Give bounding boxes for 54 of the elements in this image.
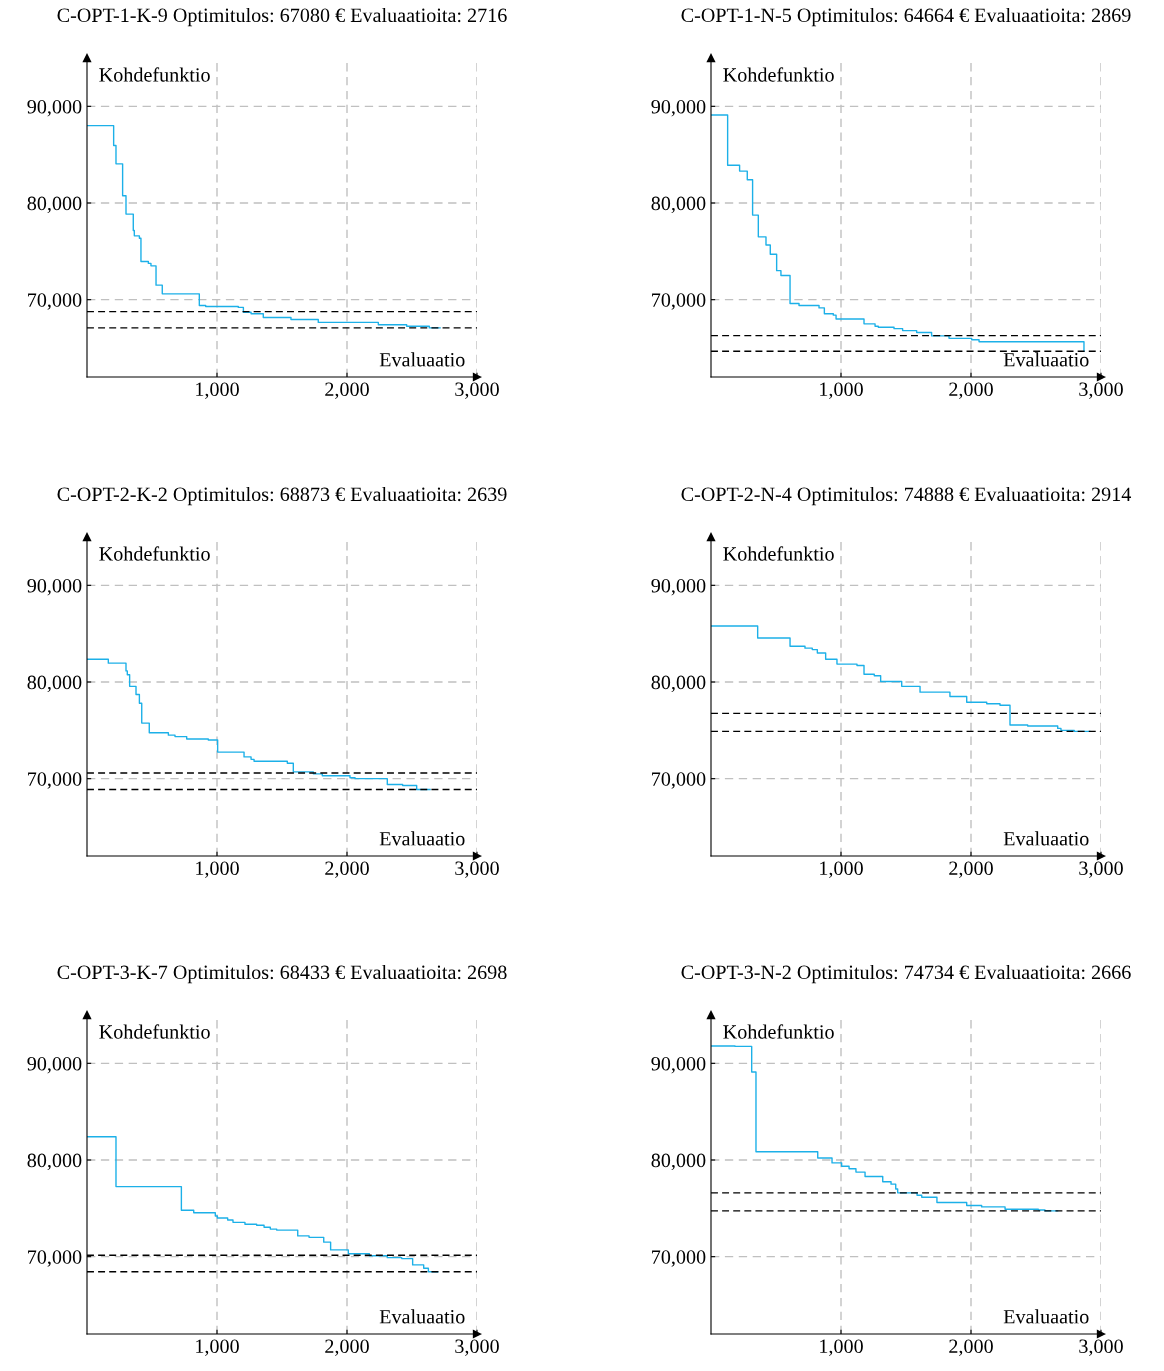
y-axis-title: Kohdefunktio: [99, 1024, 210, 1039]
x-tick-label: 1,000: [820, 1339, 863, 1356]
y-tick-label: 90,000: [651, 578, 706, 596]
x-tick-label: 2,000: [325, 1339, 369, 1356]
x-tick-label: 2,000: [949, 1339, 993, 1356]
x-tick-label: 2,000: [949, 861, 993, 878]
y-tick-label: 80,000: [27, 196, 82, 214]
y-tick-label: 80,000: [651, 1153, 706, 1171]
y-tick-label: 90,000: [27, 578, 82, 596]
x-tick-label: 2,000: [325, 382, 369, 399]
x-tick-label: 1,000: [196, 382, 239, 399]
chart-title: C-OPT-1-N-5 Optimitulos: 64664 € Evaluaatioita: 2869: [681, 7, 1131, 27]
y-tick-label: 90,000: [651, 99, 706, 117]
x-axis-title: Evaluaatio: [379, 352, 465, 367]
y-tick-label: 70,000: [28, 1250, 82, 1267]
x-axis-title: Evaluaatio: [1003, 831, 1089, 846]
x-axis-title: Evaluaatio: [1003, 1309, 1089, 1324]
x-tick-label: 2,000: [949, 382, 993, 399]
x-tick-label: 3,000: [1079, 861, 1123, 878]
y-tick-label: 80,000: [651, 196, 706, 214]
y-axis-title: Kohdefunktio: [99, 546, 210, 561]
x-tick-label: 3,000: [455, 382, 499, 399]
x-tick-label: 1,000: [196, 861, 239, 878]
y-tick-label: 90,000: [27, 99, 82, 117]
x-axis-title: Evaluaatio: [379, 831, 465, 846]
y-tick-label: 80,000: [651, 675, 706, 693]
y-tick-label: 70,000: [28, 772, 82, 789]
y-axis-title: Kohdefunktio: [99, 67, 210, 82]
x-tick-label: 3,000: [1079, 382, 1123, 399]
x-tick-label: 1,000: [196, 1339, 239, 1356]
x-tick-label: 1,000: [820, 382, 863, 399]
y-tick-label: 90,000: [651, 1056, 706, 1074]
y-tick-label: 70,000: [28, 293, 82, 310]
chart-title: C-OPT-3-N-2 Optimitulos: 74734 € Evaluaatioita: 2666: [681, 964, 1131, 984]
chart-title: C-OPT-1-K-9 Optimitulos: 67080 € Evaluaatioita: 2716: [57, 7, 507, 27]
y-tick-label: 80,000: [27, 675, 82, 693]
x-tick-label: 3,000: [455, 1339, 499, 1356]
chart-title: C-OPT-2-N-4 Optimitulos: 74888 € Evaluaatioita: 2914: [681, 486, 1132, 506]
y-tick-label: 80,000: [27, 1153, 82, 1171]
y-tick-label: 70,000: [652, 772, 706, 789]
y-axis-title: Kohdefunktio: [723, 67, 834, 82]
x-tick-label: 1,000: [820, 861, 863, 878]
chart-title: C-OPT-2-K-2 Optimitulos: 68873 € Evaluaatioita: 2639: [57, 486, 507, 506]
x-tick-label: 3,000: [455, 861, 499, 878]
y-tick-label: 70,000: [652, 1250, 706, 1267]
x-tick-label: 3,000: [1079, 1339, 1123, 1356]
y-tick-label: 90,000: [27, 1056, 82, 1074]
y-axis-title: Kohdefunktio: [723, 546, 834, 561]
x-tick-label: 2,000: [325, 861, 369, 878]
x-axis-title: Evaluaatio: [379, 1309, 465, 1324]
y-tick-label: 70,000: [652, 293, 706, 310]
y-axis-title: Kohdefunktio: [723, 1024, 834, 1039]
chart-title: C-OPT-3-K-7 Optimitulos: 68433 € Evaluaatioita: 2698: [57, 964, 507, 984]
x-axis-title: Evaluaatio: [1003, 352, 1089, 367]
